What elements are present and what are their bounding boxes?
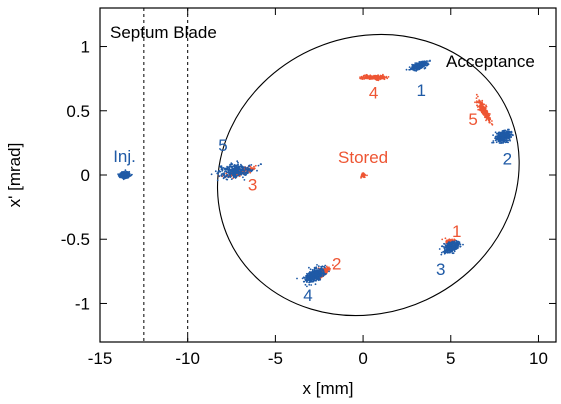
- x-tick-label: -15: [88, 349, 113, 368]
- x-tick-label: -10: [175, 349, 200, 368]
- stored-cluster: [360, 172, 368, 179]
- injected-cluster-label: 1: [416, 81, 425, 100]
- stored-cluster-label: 4: [369, 83, 378, 102]
- injected-cluster-label: 2: [503, 149, 512, 168]
- injected-cluster: [491, 128, 514, 145]
- x-tick-label: 5: [446, 349, 455, 368]
- injected-cluster-label: 4: [303, 286, 312, 305]
- x-tick-label: -5: [268, 349, 283, 368]
- stored-cluster-label: 5: [468, 110, 477, 129]
- y-tick-label: -1: [75, 294, 90, 313]
- x-tick-labels: -15 -10 -5 0 5 10: [88, 349, 548, 368]
- stored-cluster-label: Stored: [338, 148, 388, 167]
- cluster-labels: Inj. 1 2 3 4 5 Stored 1 2 3 4 5: [113, 81, 512, 305]
- stored-cluster-label: 3: [248, 175, 257, 194]
- y-tick-label: -0.5: [61, 230, 90, 249]
- beam-clusters: [117, 59, 514, 288]
- injected-cluster: [210, 160, 262, 182]
- stored-cluster: [474, 93, 494, 126]
- septum-blade-lines: [143, 8, 189, 342]
- injected-cluster: [296, 264, 330, 288]
- injected-cluster: [117, 169, 133, 181]
- stored-cluster-label: 1: [452, 222, 461, 241]
- injected-cluster-label: 3: [436, 260, 445, 279]
- injected-cluster-label: 5: [218, 136, 227, 155]
- x-axis-title: x [mm]: [303, 379, 354, 398]
- injected-cluster: [405, 59, 431, 72]
- acceptance-ellipse: [216, 33, 520, 317]
- y-tick-label: 0.5: [66, 102, 90, 121]
- injected-cluster: [438, 239, 464, 256]
- acceptance-label: Acceptance: [446, 52, 535, 71]
- stored-cluster-label: 2: [332, 255, 341, 274]
- y-axis-title: x' [mrad]: [5, 143, 24, 208]
- axis-ticks: [99, 8, 556, 342]
- x-tick-label: 10: [529, 349, 548, 368]
- y-tick-label: 1: [81, 38, 90, 57]
- y-tick-label: 0: [81, 166, 90, 185]
- x-tick-label: 0: [358, 349, 367, 368]
- y-tick-labels: -1 -0.5 0 0.5 1: [61, 38, 90, 314]
- injected-cluster-label: Inj.: [113, 147, 136, 166]
- septum-blade-label: Septum Blade: [110, 23, 217, 42]
- stored-cluster: [359, 73, 390, 82]
